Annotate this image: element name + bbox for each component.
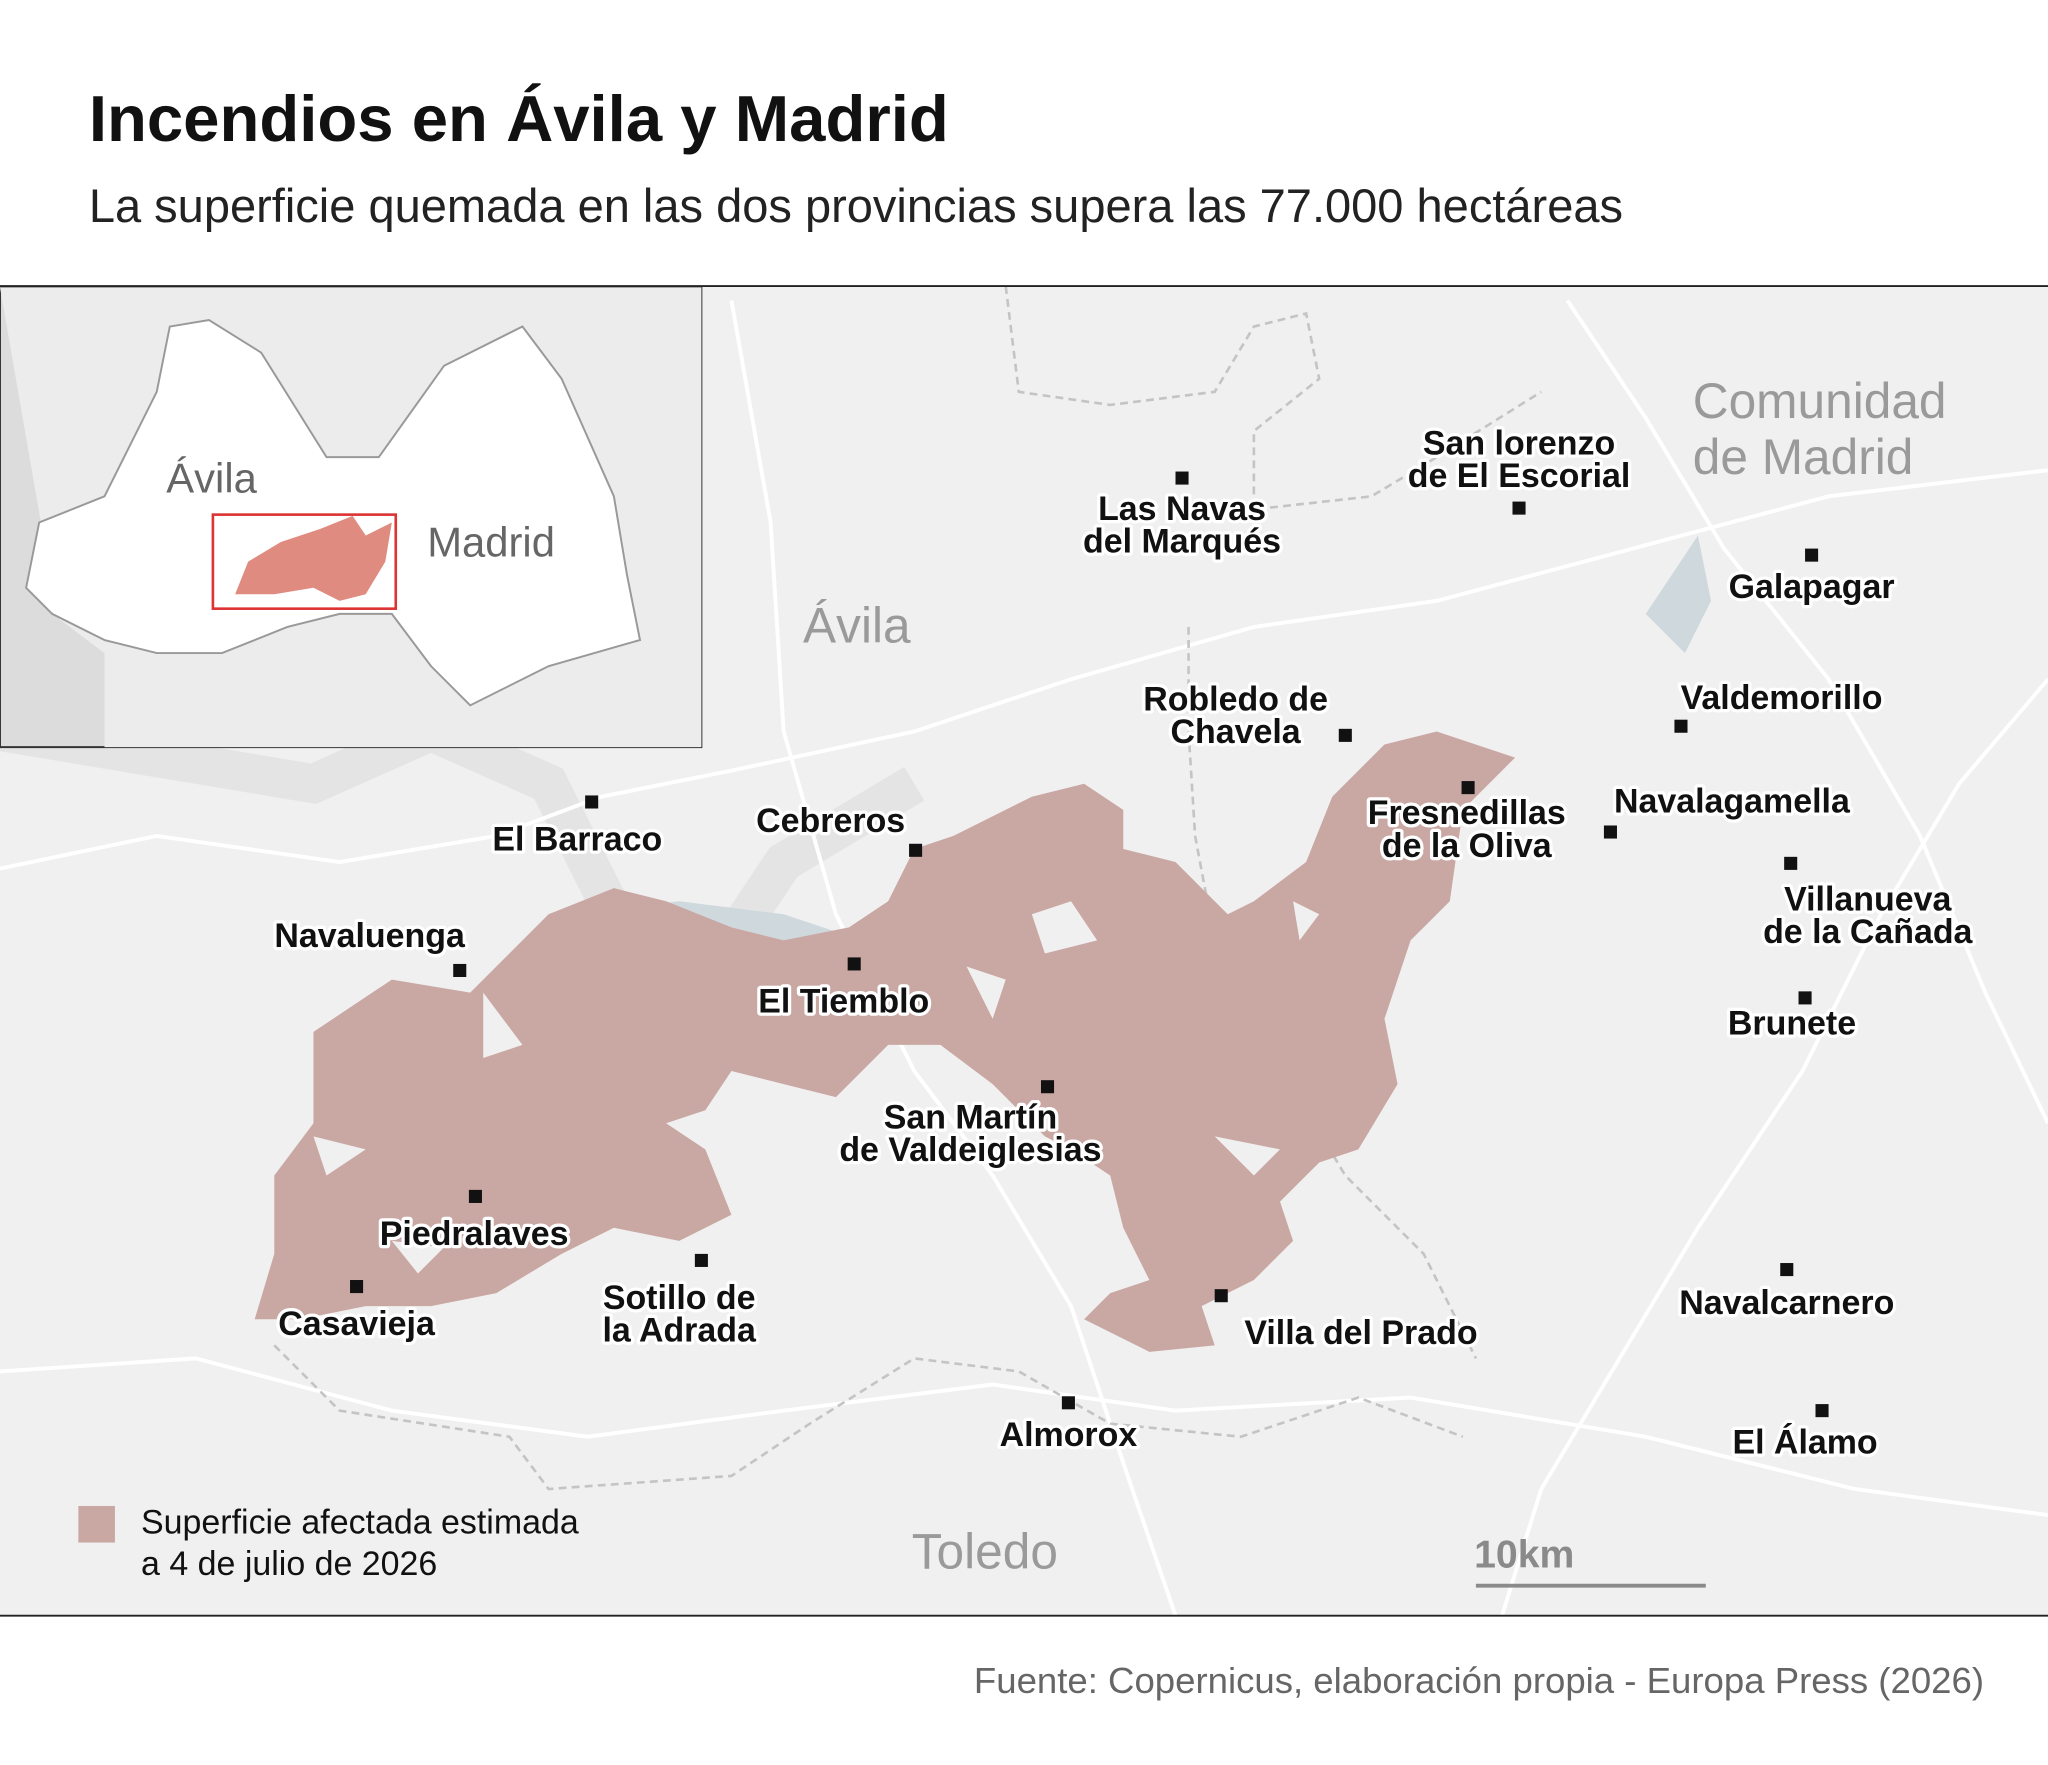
terrain (0, 710, 925, 963)
town-marker (1674, 719, 1688, 733)
region-label: de Madrid (1693, 429, 1914, 485)
town-label: Galapagar (1729, 568, 1895, 606)
town-label: Navaluenga (274, 917, 466, 955)
town-label: la Adrada (602, 1311, 757, 1349)
town-label: de Valdeiglesias (839, 1131, 1101, 1169)
inset-burned-area (235, 515, 392, 601)
road (0, 468, 2048, 871)
town-marker (468, 1189, 482, 1203)
town-label: Navalagamella (1614, 782, 1851, 820)
town-marker (1175, 471, 1189, 485)
town-label: Almorox (1000, 1416, 1138, 1454)
title: Incendios en Ávila y Madrid (89, 82, 949, 155)
town-label: San Martín (884, 1099, 1057, 1137)
town-label: San lorenzo (1423, 425, 1615, 463)
town-label: Brunete (1728, 1004, 1856, 1042)
town-label: Villanueva (1784, 880, 1952, 918)
legend-label: a 4 de julio de 2026 (141, 1545, 437, 1583)
town-label: Navalcarnero (1679, 1284, 1894, 1322)
road (729, 300, 1178, 1617)
town-label: Villa del Prado (1244, 1314, 1477, 1352)
town-label: Cebreros (756, 802, 905, 840)
town-marker (1815, 1404, 1829, 1418)
burned-area (254, 731, 1516, 1352)
inset-region-label: Madrid (427, 518, 555, 565)
town-label: del Marqués (1083, 523, 1281, 561)
province-border (1187, 626, 1478, 1359)
town-marker (1805, 548, 1819, 562)
source: Fuente: Copernicus, elaboración propia -… (974, 1660, 1984, 1701)
town-label: Piedralaves (380, 1215, 569, 1253)
inset-extent (211, 513, 398, 610)
town-marker (350, 1280, 364, 1294)
region-label: Comunidad (1693, 373, 1947, 429)
town-label: Chavela (1171, 713, 1302, 751)
town-marker (694, 1253, 708, 1267)
town-marker (1214, 1289, 1228, 1303)
town-label: Sotillo de (603, 1279, 756, 1317)
legend-swatch (78, 1505, 115, 1543)
town-label: Valdemorillo (1681, 679, 1883, 717)
road (1565, 299, 2048, 1125)
town-label: de El Escorial (1408, 457, 1631, 495)
town-label: de la Oliva (1382, 827, 1553, 865)
town-marker (585, 795, 599, 809)
scale-label: 10km (1474, 1533, 1574, 1576)
town-marker (909, 843, 923, 857)
town-label: Robledo de (1143, 681, 1328, 719)
town-marker (1512, 501, 1526, 515)
town-label: de la Cañada (1763, 913, 1973, 951)
town-label: El Tiemblo (758, 982, 929, 1020)
town-marker (1603, 825, 1617, 839)
region-label: Ávila (803, 598, 911, 654)
town-marker (1798, 991, 1812, 1005)
town-label: Fresnedillas (1368, 794, 1566, 832)
inset-provinces (25, 318, 642, 707)
road (1500, 677, 2048, 1617)
town-marker (1461, 781, 1475, 795)
town-label: Las Navas (1098, 490, 1266, 528)
province-border (1004, 285, 1542, 511)
province-border (273, 1344, 1464, 1491)
subtitle: La superficie quemada en las dos provinc… (89, 179, 1623, 232)
town-label: El Álamo (1732, 1424, 1877, 1462)
town-label: Casavieja (278, 1305, 436, 1343)
town-marker (1780, 1263, 1794, 1277)
town-marker (1061, 1396, 1075, 1410)
town-marker (847, 957, 861, 971)
town-marker (1784, 856, 1798, 870)
region-label: Toledo (912, 1524, 1058, 1580)
town-marker (1338, 728, 1352, 742)
town-label: El Barraco (492, 820, 662, 858)
town-marker (1040, 1080, 1055, 1094)
legend-label: Superficie afectada estimada (141, 1503, 579, 1541)
inset-region-label: Ávila (166, 454, 257, 501)
town-marker (453, 963, 467, 977)
road (0, 1356, 2048, 1518)
